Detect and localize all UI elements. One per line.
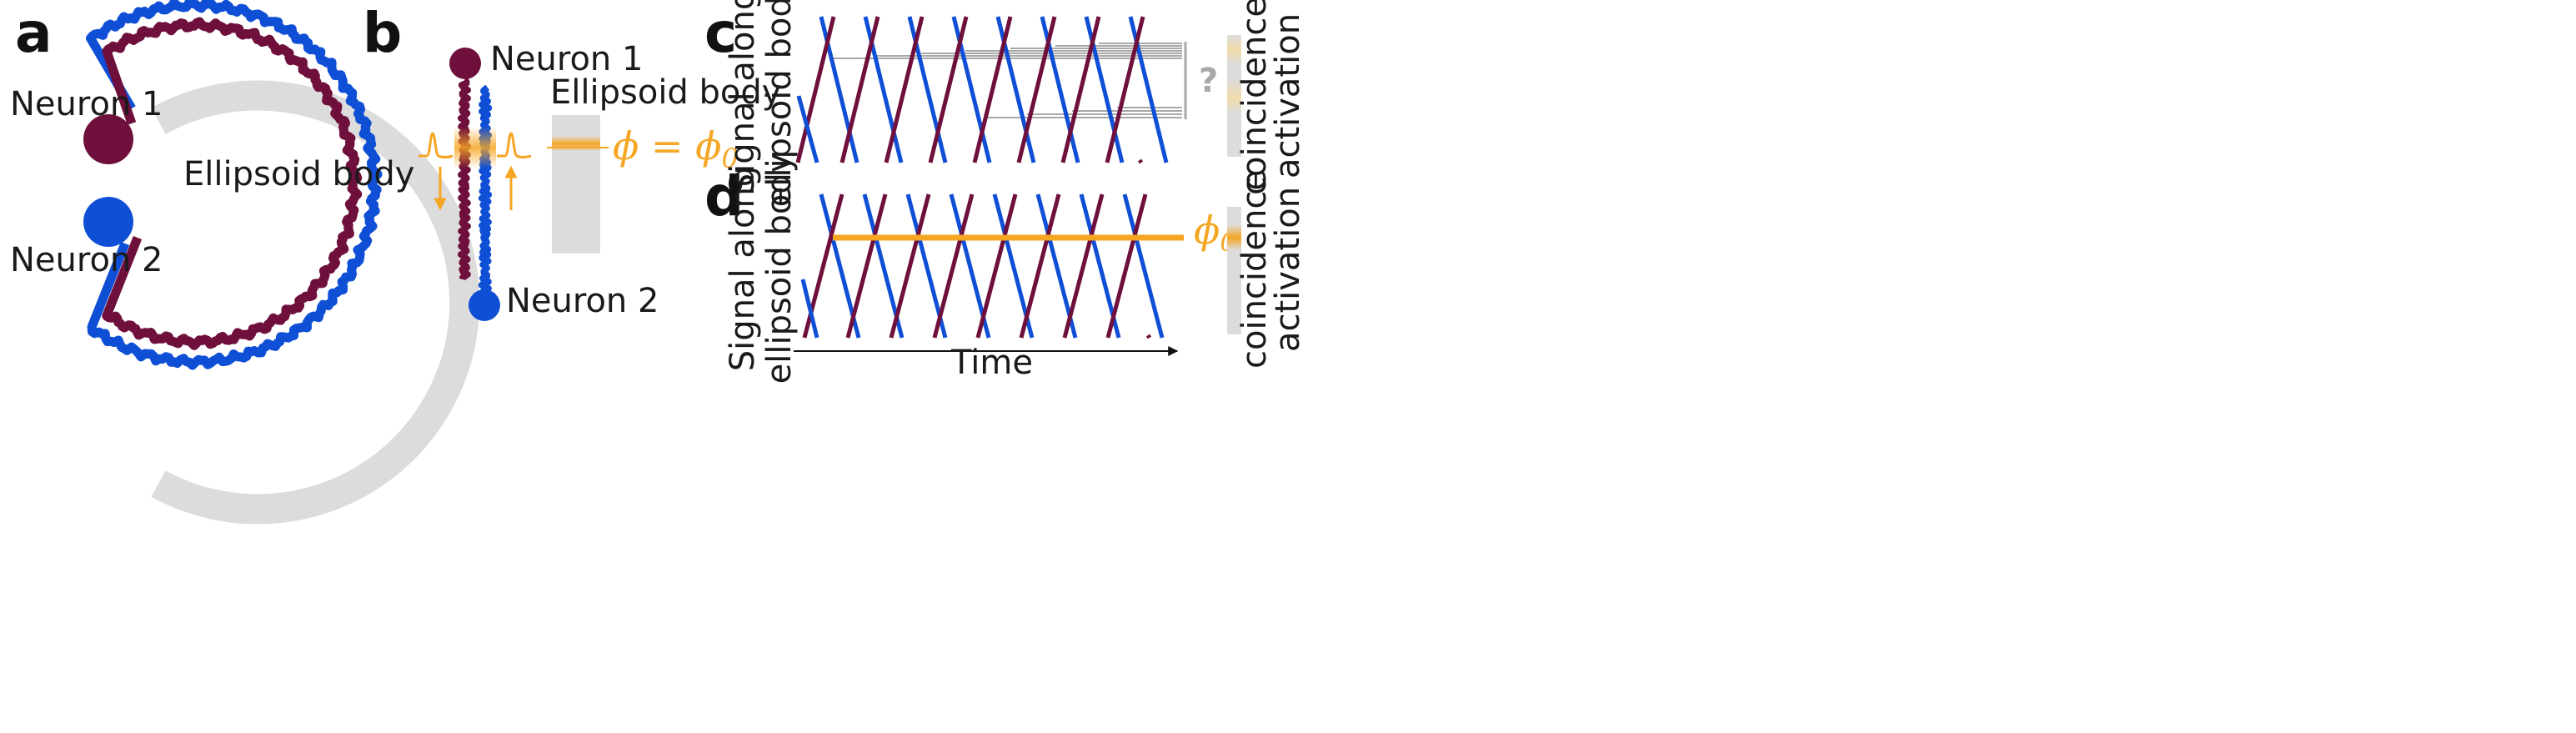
panel-b-label: b xyxy=(363,1,402,65)
bar-label-c-line1: coincidence xyxy=(1235,0,1274,195)
neuron1-label-a: Neuron 1 xyxy=(10,85,163,123)
ylabel-c-line2: ellipsoid body xyxy=(760,0,799,207)
question-mark: ? xyxy=(1199,62,1218,100)
blue-trajectory xyxy=(800,279,819,339)
ellipsoid-body-ring xyxy=(151,80,480,525)
red-trajectory xyxy=(972,16,1013,163)
time-axis-label: Time xyxy=(950,344,1033,382)
red-trajectory xyxy=(889,193,931,339)
panel-a-label: a xyxy=(15,1,53,65)
blue-trajectory xyxy=(796,95,819,163)
neuron1-soma-b xyxy=(449,48,481,79)
ellipsoid-body-bar-b xyxy=(552,115,600,254)
activation-bar-d xyxy=(1227,207,1241,334)
red-trajectory xyxy=(795,16,836,163)
panel-d: d Signal along ellipsoid body ϕ0 coincid… xyxy=(704,153,1307,384)
ylabel-d-line2: ellipsoid body xyxy=(760,153,799,384)
panel-c: c Signal along ellipsoid body ? coincide… xyxy=(704,0,1307,207)
red-trajectory xyxy=(845,193,888,339)
phi-equation: ϕ = ϕ0 xyxy=(613,123,739,174)
spike-right xyxy=(497,132,532,158)
red-trajectory xyxy=(975,193,1018,339)
ylabel-d-line1: Signal along xyxy=(724,166,762,371)
neuron2-label-a: Neuron 2 xyxy=(10,241,163,279)
ellipsoid-body-label-a: Ellipsoid body xyxy=(183,155,414,193)
bar-label-c-line2: activation xyxy=(1269,13,1307,178)
panel-c-label: c xyxy=(704,1,737,65)
red-trajectory xyxy=(1062,193,1105,339)
panel-d-label: d xyxy=(704,164,744,228)
red-trajectory xyxy=(1060,16,1101,163)
red-trajectory xyxy=(884,16,925,163)
red-trajectory xyxy=(1137,158,1144,164)
neuron2-label-b: Neuron 2 xyxy=(506,282,659,320)
ylabel-c-line1: Signal along xyxy=(724,0,762,194)
neuron1-axon-a xyxy=(102,17,363,350)
bar-label-d-line2: activation xyxy=(1269,187,1307,352)
activation-bar-c xyxy=(1227,35,1241,157)
red-trajectory xyxy=(928,16,969,163)
neuron1-label-b: Neuron 1 xyxy=(490,40,643,78)
panel-b: b Neuron 1 Neuron 2 Ellipsoid body ϕ = ϕ… xyxy=(363,1,781,321)
neuron2-axon-a xyxy=(86,0,383,370)
neuron2-axon-b xyxy=(478,84,493,294)
neuron1-soma-a xyxy=(83,114,133,164)
bar-label-d-line1: coincidence xyxy=(1235,170,1274,369)
red-trajectory xyxy=(839,16,880,163)
neuron1-axon-b xyxy=(458,77,471,281)
red-trajectory xyxy=(1105,16,1145,163)
coincidence-highlight-axon xyxy=(454,127,496,168)
panel-a: a Neuron 1 Neuron 2 Ellipsoid body xyxy=(10,0,480,525)
red-trajectory xyxy=(1105,193,1148,339)
red-trajectory xyxy=(1145,334,1152,339)
red-trajectory xyxy=(1019,193,1061,339)
spike-trajectories-d xyxy=(800,193,1165,339)
red-trajectory xyxy=(1016,16,1057,163)
red-trajectory xyxy=(932,193,975,339)
spike-left xyxy=(418,132,454,158)
neuron2-soma-a xyxy=(83,197,133,247)
ellipsoid-body-label-b: Ellipsoid body xyxy=(550,73,781,112)
spike-trajectories-c xyxy=(795,16,1169,164)
blue-trajectory xyxy=(1122,193,1165,339)
neuron2-soma-b xyxy=(469,289,500,321)
